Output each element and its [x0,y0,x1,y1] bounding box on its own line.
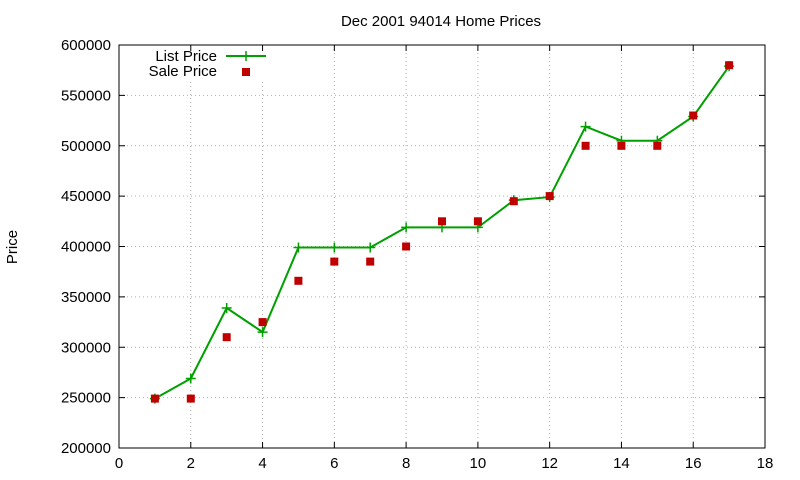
sale-price-point [294,276,303,285]
sale-price-point [473,217,482,226]
sale-price-point [330,257,339,266]
legend-label-sale-price: Sale Price [149,63,217,80]
sale-price-point [186,394,195,403]
sale-price-point [150,394,159,403]
sale-price-point [258,318,267,327]
y-tick-label: 200000 [61,440,111,457]
x-tick-label: 14 [613,455,630,472]
list-price-point [185,373,196,384]
sale-price-point [509,197,518,206]
y-tick-label: 600000 [61,37,111,54]
y-tick-label: 300000 [61,339,111,356]
plot-series [149,61,735,404]
sale-price-point [653,141,662,150]
x-tick-label: 6 [330,455,338,472]
legend-label-list-price: List Price [155,48,217,65]
list-price-point [221,302,232,313]
list-price-point [257,327,268,338]
sale-price-point [222,333,231,342]
sale-price-point [402,242,411,251]
legend-plus-icon [241,51,251,61]
sale-price-point [581,141,590,150]
x-tick-label: 8 [402,455,410,472]
x-tick-label: 12 [541,455,558,472]
sale-price-point [545,192,554,201]
sale-price-point [366,257,375,266]
y-tick-label: 250000 [61,390,111,407]
sale-price-point [689,111,698,120]
legend-marker-sale-price [242,68,250,76]
list-price-line [154,65,730,400]
chart-title: Dec 2001 94014 Home Prices [341,13,541,30]
y-axis-label: Price [4,230,21,264]
y-tick-label: 550000 [61,87,111,104]
list-price-point [293,242,304,253]
sale-price-point [617,141,626,150]
legend: List Price Sale Price [149,48,266,80]
grid-lines [119,45,765,448]
x-tick-label: 10 [470,455,487,472]
legend-marker-list-price [241,51,251,61]
x-tick-label: 18 [757,455,774,472]
list-price-point [580,121,591,132]
axis-ticks: 200000 250000 300000 350000 400000 450000 5000… [61,37,773,472]
y-tick-label: 500000 [61,138,111,155]
list-price-point [401,222,412,233]
sale-price-point [438,217,446,226]
x-tick-label: 4 [258,455,266,472]
y-tick-label: 450000 [61,188,111,205]
list-price-point [365,242,376,253]
y-tick-label: 400000 [61,239,111,256]
x-tick-label: 0 [115,455,123,472]
x-tick-label: 16 [685,455,702,472]
sale-price-point [725,61,734,70]
list-price-point [329,242,340,253]
y-tick-label: 350000 [61,289,111,306]
x-tick-label: 2 [187,455,195,472]
